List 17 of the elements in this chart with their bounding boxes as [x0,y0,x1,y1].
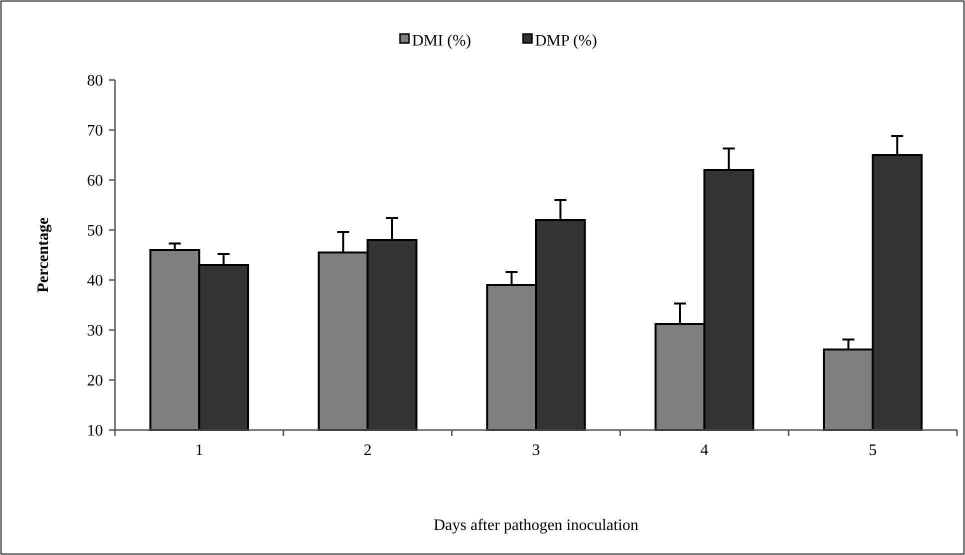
y-tick-label: 70 [87,122,103,140]
y-tick-label: 60 [87,172,103,190]
x-axis-title: Days after pathogen inoculation [434,517,638,534]
y-axis-title: Percentage [35,217,52,293]
x-tick-label: 1 [195,442,204,459]
y-tick-label: 80 [87,72,103,90]
y-tick-label: 30 [87,322,103,340]
x-tick-label: 2 [364,442,372,459]
y-tick-label: 10 [87,422,103,440]
legend-label: DMP (%) [535,32,598,50]
y-tick-label: 20 [87,372,103,390]
y-tick-label: 40 [87,272,103,290]
x-tick-label: 4 [700,442,708,459]
y-tick-label: 50 [87,222,103,240]
x-tick-label: 3 [532,442,540,459]
legend-label: DMI (%) [412,32,472,50]
x-tick-label: 5 [868,442,877,459]
